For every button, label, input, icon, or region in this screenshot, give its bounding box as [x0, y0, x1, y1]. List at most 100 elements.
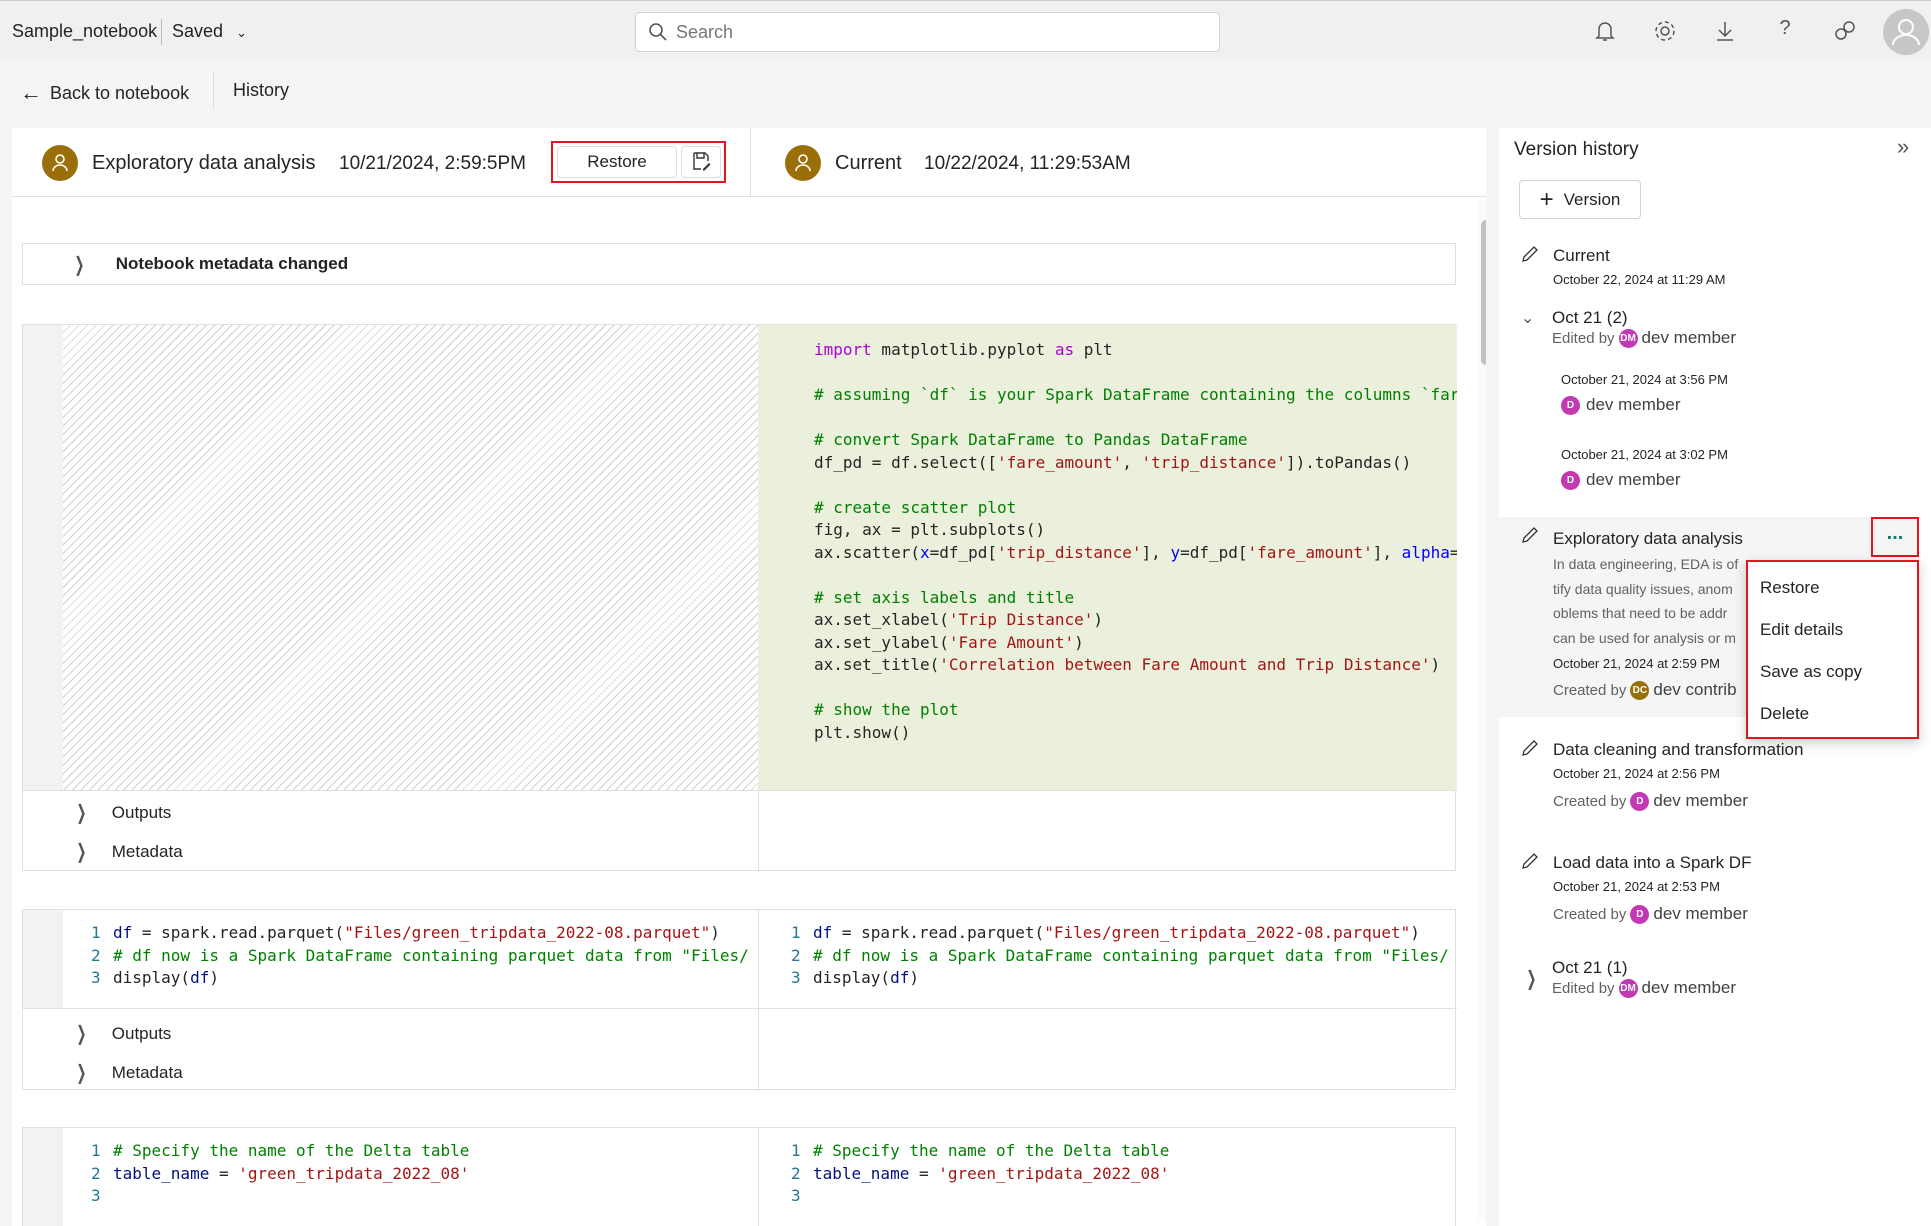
code-token: # convert Spark DataFrame to Pandas Data…	[814, 430, 1248, 449]
diff-cell: import matplotlib.pyplot as plt # assumi…	[22, 324, 1457, 872]
line-number: 2	[91, 1163, 101, 1183]
code-token: =	[909, 1163, 939, 1183]
more-options-button[interactable]: ...	[1871, 517, 1919, 557]
version-date: October 21, 2024 at 2:56 PM	[1553, 766, 1720, 781]
code-line: df_pd = df.select(['fare_amount', 'trip_…	[814, 452, 1457, 475]
left-code: 1 df = spark.read.parquet("Files/green_tr…	[63, 910, 758, 1008]
version-date: October 21, 2024 at 3:02 PM	[1561, 447, 1728, 462]
divider	[161, 19, 162, 45]
download-icon[interactable]	[1711, 17, 1739, 45]
code-line: 1 # Specify the name of the Delta table	[791, 1140, 1169, 1163]
code-line: # show the plot	[814, 699, 1457, 722]
code-token: ax.set_xlabel(	[814, 610, 949, 629]
code-token: )	[1093, 610, 1103, 629]
outputs-toggle[interactable]: ❯ Outputs	[73, 800, 171, 825]
notebook-name[interactable]: Sample_notebook	[12, 21, 158, 41]
user-avatar[interactable]	[1883, 9, 1929, 55]
divider	[213, 72, 214, 110]
edited-by-label: Edited by	[1552, 329, 1615, 347]
chevron-right-icon[interactable]: ❯	[1526, 968, 1537, 990]
code-token: table_name	[113, 1163, 210, 1183]
code-line: 3 display(df)	[791, 967, 1449, 990]
cell-gutter	[23, 910, 63, 1008]
code-token: plt	[1074, 340, 1113, 359]
scrollbar[interactable]	[1478, 200, 1486, 1220]
code-token: matplotlib.pyplot	[871, 340, 1055, 359]
code-token: df	[890, 968, 910, 987]
metadata-toggle[interactable]: ❯ Metadata	[73, 839, 182, 864]
code-line: fig, ax = plt.subplots()	[814, 519, 1457, 542]
code-line: ax.set_ylabel('Fare Amount')	[814, 632, 1457, 655]
collapse-panel-icon[interactable]: »	[1897, 134, 1910, 159]
user-name: dev member	[1653, 791, 1748, 810]
save-status: Saved	[172, 21, 224, 41]
search-input[interactable]	[676, 22, 1196, 43]
code-line	[814, 362, 1457, 385]
chevron-down-icon[interactable]: ⌄	[1521, 310, 1535, 327]
code-token: # df now is a Spark DataFrame containing…	[813, 945, 1449, 965]
save-status-dropdown[interactable]: Saved ⌄	[172, 21, 247, 42]
user-name: dev member	[1653, 904, 1748, 923]
code-line: plt.show()	[814, 722, 1457, 745]
code-line: 2 # df now is a Spark DataFrame containin…	[91, 945, 749, 968]
version-item-current[interactable]: Current October 22, 2024 at 11:29 AM	[1553, 246, 1726, 287]
notebook-metadata-row[interactable]: ❯ Notebook metadata changed	[22, 243, 1456, 285]
share-icon[interactable]	[1831, 17, 1859, 45]
code-token: 'fare_amount'	[1247, 542, 1373, 562]
version-group-oct21-2[interactable]: Oct 21 (2) Edited by DM dev member	[1552, 308, 1736, 348]
version-group-oct21-1[interactable]: Oct 21 (1) Edited by DM dev member	[1552, 958, 1736, 998]
code-token: display(	[113, 968, 191, 987]
bell-icon[interactable]	[1591, 17, 1619, 45]
author-avatar	[785, 145, 821, 181]
code-token: # show the plot	[814, 700, 959, 719]
gear-icon[interactable]	[1651, 17, 1679, 45]
save-as-copy-button[interactable]	[681, 146, 721, 178]
code-token: 'trip_distance'	[997, 542, 1142, 562]
code-line	[814, 564, 1457, 587]
code-line: 2 # df now is a Spark DataFrame containin…	[791, 945, 1449, 968]
menu-item-save-as-copy[interactable]: Save as copy	[1760, 662, 1863, 681]
scrollbar-thumb[interactable]	[1481, 220, 1486, 365]
code-token: = spark.read.parquet(	[832, 923, 1045, 942]
code-token: # create scatter plot	[814, 497, 1017, 517]
code-line: # convert Spark DataFrame to Pandas Data…	[814, 429, 1457, 452]
version-item-load-data[interactable]: Load data into a Spark DF October 21, 20…	[1553, 853, 1751, 924]
help-icon[interactable]: ?	[1779, 17, 1791, 39]
chevron-right-icon: ❯	[76, 1023, 87, 1045]
user-avatar: D	[1630, 791, 1650, 811]
code-token: )	[1430, 655, 1441, 674]
metadata-toggle[interactable]: ❯ Metadata	[73, 1060, 182, 1085]
back-to-notebook-button[interactable]: ← Back to notebook	[20, 80, 189, 106]
line-number: 1	[91, 1141, 101, 1160]
user-avatar: D	[1561, 470, 1580, 490]
add-version-button[interactable]: + Version	[1519, 180, 1641, 219]
history-label: History	[233, 80, 290, 100]
edited-by-label: Edited by	[1552, 979, 1615, 997]
code-token: # Specify the name of the Delta table	[113, 1141, 470, 1160]
code-token: y	[1170, 542, 1181, 562]
pencil-icon	[1522, 246, 1538, 262]
save-edit-icon	[693, 151, 711, 170]
menu-item-edit-details[interactable]: Edit details	[1760, 620, 1844, 639]
right-code: 1 df = spark.read.parquet("Files/green_tr…	[759, 910, 1457, 1008]
added-code: import matplotlib.pyplot as plt # assumi…	[758, 325, 1457, 790]
code-line: ax.scatter(x=df_pd['trip_distance'], y=d…	[814, 542, 1457, 565]
code-token: table_name	[813, 1163, 910, 1183]
search-box[interactable]	[635, 12, 1220, 52]
version-title: Load data into a Spark DF	[1553, 853, 1752, 872]
menu-item-restore[interactable]: Restore	[1760, 578, 1820, 597]
code-line: import matplotlib.pyplot as plt	[814, 339, 1457, 362]
code-token: df	[113, 923, 133, 942]
code-token: df	[813, 923, 833, 942]
outputs-toggle[interactable]: ❯ Outputs	[73, 1021, 171, 1046]
restore-button[interactable]: Restore	[557, 146, 677, 178]
menu-item-delete[interactable]: Delete	[1760, 704, 1810, 723]
diff-cell: 1 # Specify the name of the Delta table 2 t…	[22, 1127, 1456, 1226]
left-version-timestamp: 10/21/2024, 2:59:5PM	[339, 153, 526, 174]
restore-actions: Restore	[551, 141, 726, 183]
version-item-data-cleaning[interactable]: Data cleaning and transformation October…	[1553, 740, 1803, 811]
code-line: # set axis labels and title	[814, 587, 1457, 610]
code-line: ax.set_title('Correlation between Fare A…	[814, 654, 1457, 677]
